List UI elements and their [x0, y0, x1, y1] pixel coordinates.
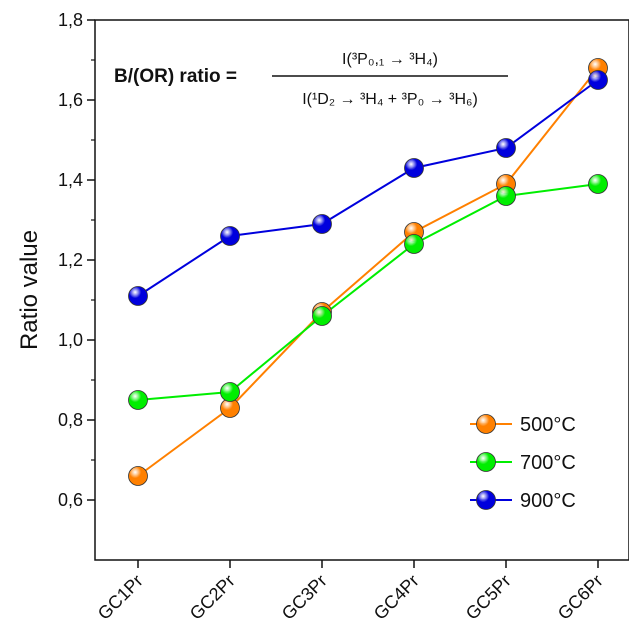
y-axis-title: Ratio value	[16, 230, 43, 350]
legend: 500°C 700°C 900°C	[470, 414, 576, 512]
y-tick-label: 1,8	[58, 10, 83, 30]
y-tick-label: 1,2	[58, 250, 83, 270]
x-tick-label: GC2Pr	[186, 571, 239, 624]
formula-denominator: I(¹D₂ → ³H₄ + ³P₀ → ³H₆)	[302, 91, 478, 108]
data-point	[128, 390, 148, 410]
data-point	[496, 138, 516, 158]
legend-label: 900°C	[520, 490, 576, 512]
data-point	[312, 214, 332, 234]
y-axis: 0,6 0,8 1,0 1,2 1,4 1,6 1,8	[58, 10, 95, 510]
data-point	[588, 70, 608, 90]
formula-numerator: I(³P₀,₁ → ³H₄)	[342, 51, 438, 68]
series-line	[137, 79, 599, 297]
series-layer	[128, 58, 608, 486]
x-tick-label: GC3Pr	[278, 571, 331, 624]
data-point	[128, 466, 148, 486]
series-line	[137, 183, 599, 401]
formula-annotation: B/(OR) ratio = I(³P₀,₁ → ³H₄) I(¹D₂ → ³H…	[114, 51, 508, 108]
y-tick-label: 1,6	[58, 90, 83, 110]
series-line	[137, 67, 599, 477]
y-tick-label: 1,4	[58, 170, 83, 190]
formula-lhs: B/(OR) ratio =	[114, 66, 237, 87]
data-point	[404, 234, 424, 254]
data-point	[220, 226, 240, 246]
y-tick-label: 0,8	[58, 410, 83, 430]
plot-area	[94, 19, 629, 561]
data-point	[496, 186, 516, 206]
x-tick-label: GC1Pr	[94, 571, 147, 624]
legend-label: 500°C	[520, 414, 576, 436]
y-tick-label: 0,6	[58, 490, 83, 510]
legend-marker	[476, 414, 496, 434]
data-point	[404, 158, 424, 178]
data-point	[588, 174, 608, 194]
data-point	[312, 306, 332, 326]
x-tick-label: GC4Pr	[370, 571, 423, 624]
x-tick-label: GC5Pr	[462, 571, 515, 624]
legend-marker	[476, 490, 496, 510]
legend-label: 700°C	[520, 452, 576, 474]
data-point	[220, 382, 240, 402]
y-tick-label: 1,0	[58, 330, 83, 350]
x-axis: GC1Pr GC2Pr GC3Pr GC4Pr GC5Pr GC6Pr	[94, 560, 607, 624]
x-tick-label: GC6Pr	[554, 571, 607, 624]
legend-marker	[476, 452, 496, 472]
data-point	[128, 286, 148, 306]
